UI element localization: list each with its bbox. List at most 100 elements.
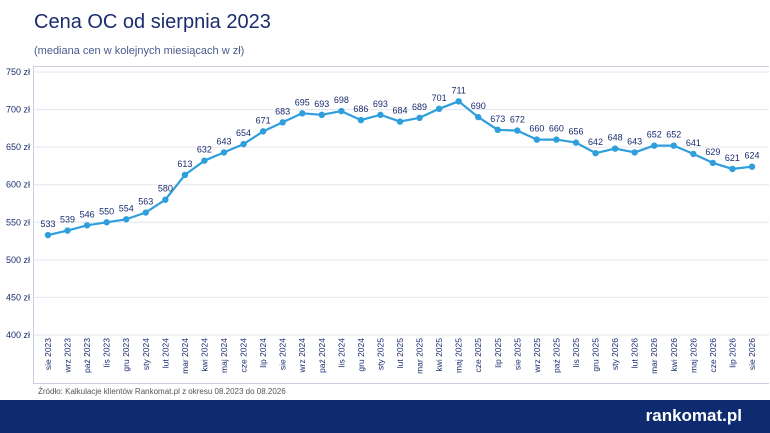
x-tick-label: lip 2025: [493, 338, 503, 368]
x-tick-label: maj 2024: [219, 338, 229, 373]
data-label: 632: [197, 145, 212, 155]
data-point: [123, 216, 130, 223]
data-label: 695: [295, 97, 310, 107]
data-point: [44, 231, 52, 239]
data-point: [396, 118, 404, 125]
x-tick-label: mar 2026: [649, 338, 659, 374]
x-tick-label: kwi 2026: [669, 338, 679, 372]
data-point: [83, 222, 91, 229]
chart-subtitle: (mediana cen w kolejnych miesiącach w zł…: [34, 45, 245, 57]
brand-logo: rankomat.pl: [645, 406, 742, 425]
data-label: 539: [60, 215, 75, 225]
data-label: 693: [314, 99, 329, 109]
x-tick-label: lut 2025: [395, 338, 405, 369]
y-tick-label: 550 zł: [6, 217, 30, 227]
x-tick-label: lis 2023: [102, 338, 112, 368]
chart-frame: [33, 66, 769, 384]
x-tick-label: sie 2026: [747, 338, 757, 370]
x-tick-label: maj 2025: [454, 338, 464, 373]
x-tick-label: cze 2024: [239, 338, 249, 373]
x-tick-label: mar 2025: [415, 338, 425, 374]
data-point: [435, 105, 443, 113]
x-tick-label: lut 2024: [160, 338, 170, 369]
data-point: [377, 111, 384, 119]
data-label: 643: [627, 136, 642, 146]
x-tick-label: lip 2024: [258, 338, 268, 368]
data-point: [259, 128, 267, 135]
data-label: 711: [451, 85, 465, 95]
data-label: 621: [725, 153, 740, 163]
data-label: 641: [686, 138, 701, 148]
x-tick-label: wrz 2023: [63, 338, 73, 374]
data-label: 652: [666, 130, 681, 140]
data-point: [416, 114, 423, 122]
data-label: 563: [138, 197, 153, 207]
data-point: [670, 142, 677, 149]
x-tick-label: sty 2024: [141, 338, 151, 370]
data-label: 671: [256, 115, 271, 125]
x-tick-label: cze 2026: [708, 338, 718, 373]
data-point: [475, 113, 482, 121]
data-label: 660: [549, 124, 564, 134]
data-label: 624: [744, 151, 759, 161]
chart-title: Cena OC od sierpnia 2023: [34, 11, 271, 33]
y-tick-label: 450 zł: [6, 292, 30, 302]
x-tick-label: sty 2026: [610, 338, 620, 370]
x-tick-label: kwi 2025: [434, 338, 444, 372]
data-point: [318, 111, 325, 119]
data-point: [651, 142, 658, 149]
data-label: 698: [334, 95, 349, 105]
x-tick-label: mar 2024: [180, 338, 190, 374]
x-tick-label: lut 2026: [630, 338, 640, 369]
x-tick-label: kwi 2024: [199, 338, 209, 372]
x-tick-label: lis 2024: [336, 338, 346, 368]
data-label: 613: [177, 159, 192, 169]
y-tick-label: 500 zł: [6, 255, 30, 265]
footer-bar: rankomat.pl: [0, 400, 770, 433]
y-tick-label: 600 zł: [6, 180, 30, 190]
data-point: [338, 107, 345, 115]
data-label: 654: [236, 128, 251, 138]
data-label: 554: [119, 203, 134, 213]
data-label: 660: [529, 124, 544, 134]
data-label: 689: [412, 102, 427, 112]
data-label: 673: [490, 114, 505, 124]
source-note: Źródło: Kalkulacje klientów Rankomat.pl …: [38, 387, 286, 396]
data-label: 701: [432, 93, 447, 103]
data-point: [201, 157, 208, 164]
data-point: [142, 209, 149, 216]
data-point: [240, 140, 247, 148]
x-tick-label: maj 2026: [688, 338, 698, 373]
data-label: 629: [705, 147, 720, 157]
data-label: 652: [647, 130, 662, 140]
x-tick-label: wrz 2025: [532, 338, 542, 374]
data-label: 550: [99, 206, 114, 216]
data-point: [748, 163, 756, 170]
data-point: [455, 98, 462, 105]
x-tick-label: sty 2025: [375, 338, 385, 370]
data-label: 693: [373, 99, 388, 109]
x-tick-label: sie 2023: [43, 338, 53, 370]
data-point: [592, 149, 599, 157]
data-point: [357, 116, 365, 124]
data-point: [162, 196, 169, 203]
data-point: [729, 165, 736, 173]
x-tick-label: lip 2026: [727, 338, 737, 368]
data-point: [611, 145, 619, 152]
data-point: [299, 110, 306, 117]
data-point: [181, 171, 189, 179]
data-label: 580: [158, 184, 173, 194]
x-tick-label: sie 2024: [278, 338, 288, 370]
x-tick-label: paź 2025: [551, 338, 561, 373]
x-tick-label: wrz 2024: [297, 338, 307, 374]
data-label: 546: [80, 209, 95, 219]
x-tick-label: gru 2025: [591, 338, 601, 372]
data-point: [690, 150, 697, 158]
x-tick-label: cze 2025: [473, 338, 483, 373]
data-point: [494, 126, 501, 134]
data-label: 643: [216, 136, 231, 146]
data-label: 533: [40, 219, 55, 229]
x-tick-label: paź 2023: [82, 338, 92, 373]
x-tick-label: gru 2024: [356, 338, 366, 372]
line-chart: 400 zł 450 zł 500 zł 550 zł 600 zł 650 zł 700 …: [6, 67, 769, 374]
